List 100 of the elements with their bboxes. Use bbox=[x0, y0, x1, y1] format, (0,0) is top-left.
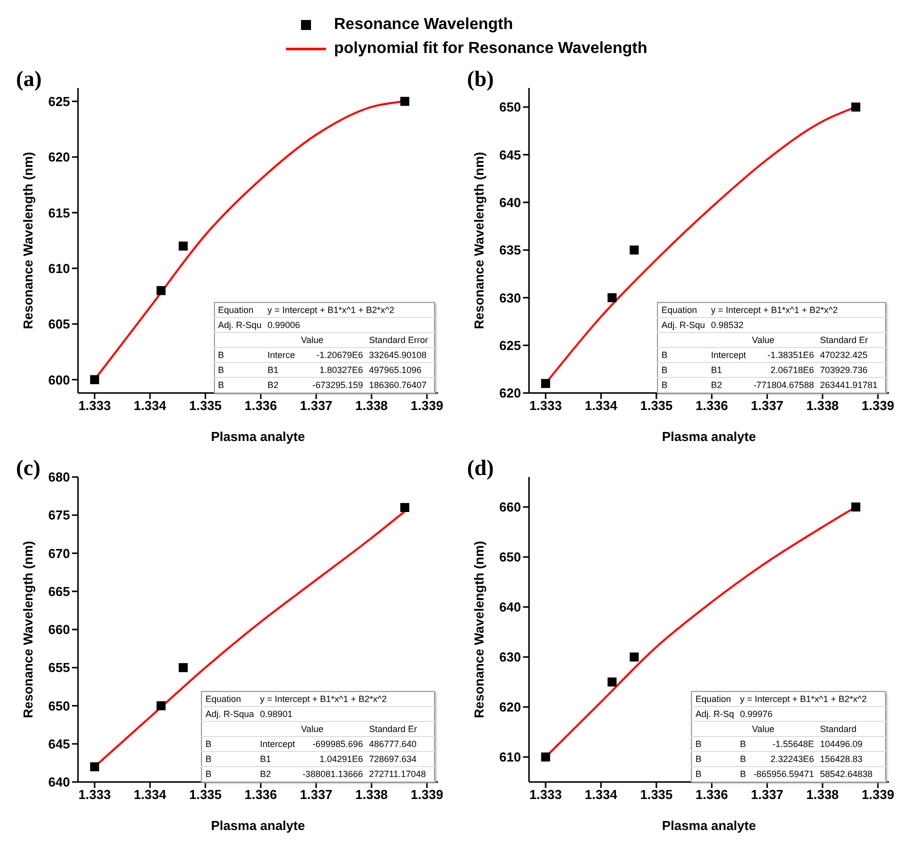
x-tick-label: 1.339 bbox=[410, 398, 444, 414]
annotation: -699985.696 bbox=[298, 736, 366, 752]
annotation: 58542.64838 bbox=[817, 766, 886, 782]
y-tick-label: 630 bbox=[499, 290, 521, 306]
annotation: -771804.67588 bbox=[749, 378, 817, 392]
annotation: y = Intercept + B1*x^1 + B2*x^2 bbox=[708, 302, 886, 318]
annotation: -1.20679E6 bbox=[298, 348, 366, 362]
x-tick-label: 1.333 bbox=[529, 787, 562, 802]
annotation: Equation bbox=[658, 302, 708, 318]
annotation: Standard Error bbox=[366, 332, 434, 348]
annotation: Intercept bbox=[256, 736, 298, 752]
annotation: Standard Er bbox=[366, 722, 434, 736]
y-tick-label: 620 bbox=[48, 150, 70, 165]
annotation: -388081.13666 bbox=[298, 766, 366, 782]
y-tick-label: 615 bbox=[48, 205, 70, 220]
annotation: B bbox=[214, 362, 264, 378]
annotation: B bbox=[692, 752, 737, 766]
x-tick-label: 1.338 bbox=[355, 787, 388, 802]
y-axis-title: Resonance Wavelength (nm) bbox=[472, 152, 487, 330]
annotation: Interce bbox=[264, 348, 298, 362]
annotation: B bbox=[202, 766, 257, 782]
legend-label: polynomial fit for Resonance Wavelength bbox=[334, 40, 648, 58]
annotation: B bbox=[202, 752, 257, 766]
annotation: y = Intercept + B1*x^1 + B2*x^2 bbox=[256, 692, 434, 706]
annotation: Equation bbox=[214, 302, 264, 318]
annotation: 0.99976 bbox=[736, 706, 886, 722]
annotation: Intercept bbox=[708, 348, 749, 362]
y-axis-title: Resonance Wavelength (nm) bbox=[20, 540, 36, 718]
y-tick-label: 660 bbox=[499, 500, 521, 515]
annotation: Value bbox=[749, 722, 817, 736]
y-tick-label: 655 bbox=[48, 660, 70, 676]
x-tick-label: 1.336 bbox=[695, 398, 728, 414]
annotation: Equation bbox=[202, 692, 257, 706]
annotation: Adj. R-Squa bbox=[202, 706, 257, 722]
annotation: Adj. R-Squ bbox=[658, 318, 708, 332]
y-tick-label: 640 bbox=[48, 774, 70, 790]
annotation: 2.32243E6 bbox=[749, 752, 817, 766]
annotation: Equation bbox=[692, 692, 737, 706]
x-axis-title: Plasma analyte bbox=[662, 818, 756, 833]
x-tick-label: 1.337 bbox=[750, 398, 784, 414]
annotation: Value bbox=[749, 332, 817, 348]
annotation: 1.80327E6 bbox=[298, 362, 366, 378]
annotation: B2 bbox=[264, 378, 298, 392]
annotation: 156428.83 bbox=[817, 752, 886, 766]
x-tick-label: 1.339 bbox=[862, 398, 894, 414]
annotation: B bbox=[214, 348, 264, 362]
x-tick-label: 1.333 bbox=[78, 787, 111, 802]
annotation: 272711.17048 bbox=[366, 766, 434, 782]
annotation: B bbox=[658, 348, 708, 362]
y-tick-label: 600 bbox=[48, 372, 70, 388]
y-tick-label: 640 bbox=[499, 194, 521, 210]
chart-title: (a) bbox=[16, 66, 42, 92]
annotation: Adj. R-Sq bbox=[692, 706, 737, 722]
annotation: B bbox=[214, 378, 264, 392]
annotation: B bbox=[736, 736, 749, 752]
annotation: B1 bbox=[256, 752, 298, 766]
annotation: B bbox=[692, 736, 737, 752]
x-tick-label: 1.338 bbox=[806, 787, 839, 802]
y-tick-label: 640 bbox=[499, 600, 521, 615]
x-tick-label: 1.335 bbox=[189, 398, 222, 414]
annotation: Value bbox=[298, 722, 366, 736]
y-tick-label: 650 bbox=[48, 698, 70, 714]
x-tick-label: 1.335 bbox=[640, 398, 673, 414]
annotation: B2 bbox=[708, 378, 749, 392]
annotation: -673295.159 bbox=[298, 378, 366, 392]
annotation: y = Intercept + B1*x^1 + B2*x^2 bbox=[736, 692, 886, 706]
y-tick-label: 620 bbox=[499, 700, 521, 715]
x-tick-label: 1.334 bbox=[134, 787, 168, 802]
annotation: 470232.425 bbox=[817, 348, 886, 362]
annotation: 0.99006 bbox=[264, 318, 434, 332]
annotation: B2 bbox=[256, 766, 298, 782]
y-tick-label: 650 bbox=[499, 100, 521, 115]
x-tick-label: 1.334 bbox=[584, 398, 618, 414]
annotation: 497965.1096 bbox=[366, 362, 434, 378]
x-tick-label: 1.336 bbox=[244, 787, 278, 802]
annotation: Standard Er bbox=[817, 332, 886, 348]
y-tick-label: 660 bbox=[48, 622, 70, 638]
x-axis-title: Plasma analyte bbox=[662, 429, 756, 444]
annotation: 0.98901 bbox=[256, 706, 434, 722]
y-tick-label: 645 bbox=[48, 736, 70, 752]
y-tick-label: 620 bbox=[499, 386, 521, 401]
x-tick-label: 1.335 bbox=[640, 787, 673, 802]
x-tick-label: 1.339 bbox=[862, 787, 894, 802]
x-tick-label: 1.335 bbox=[189, 787, 222, 802]
x-tick-label: 1.333 bbox=[78, 398, 111, 414]
annotation: -1.38351E6 bbox=[749, 348, 817, 362]
x-tick-label: 1.337 bbox=[300, 787, 332, 802]
annotation: 486777.640 bbox=[366, 736, 434, 752]
legend-label: Resonance Wavelength bbox=[334, 16, 514, 34]
x-tick-label: 1.338 bbox=[806, 398, 839, 414]
annotation: Value bbox=[298, 332, 366, 348]
annotation: 0.98532 bbox=[708, 318, 886, 332]
y-tick-label: 635 bbox=[499, 242, 521, 258]
x-tick-label: 1.333 bbox=[529, 398, 562, 414]
annotation: 2.06718E6 bbox=[749, 362, 817, 378]
x-tick-label: 1.334 bbox=[584, 787, 618, 802]
y-tick-label: 680 bbox=[48, 470, 70, 485]
annotation: B1 bbox=[708, 362, 749, 378]
y-tick-label: 625 bbox=[48, 94, 70, 109]
annotation: 728697.634 bbox=[366, 752, 434, 766]
